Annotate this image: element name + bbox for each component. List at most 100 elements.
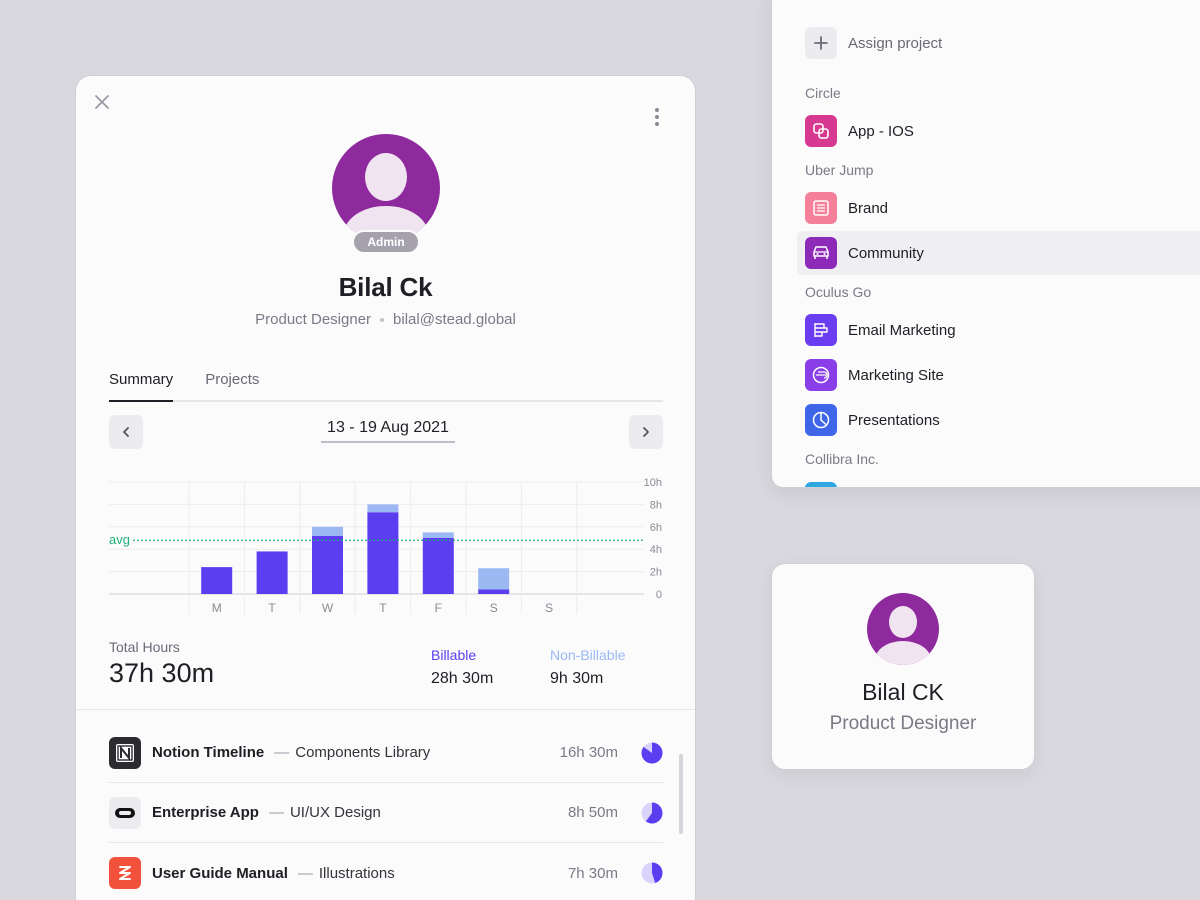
assign-item-brand[interactable]: Brand <box>797 186 1200 230</box>
profile-card: Admin Bilal Ck Product Designer bilal@ste… <box>75 75 696 900</box>
project-separator: — <box>268 804 284 821</box>
more-dot-icon <box>655 122 659 126</box>
plus-icon <box>805 27 837 59</box>
group-label-uber-jump: Uber Jump <box>805 162 874 178</box>
bar-billable <box>201 567 233 594</box>
user-silhouette-icon <box>875 606 931 665</box>
pie-chart-icon <box>805 404 837 436</box>
y-tick-label: 0 <box>656 589 662 601</box>
chart-bars-icon <box>805 314 837 346</box>
mini-profile-card[interactable]: Bilal CK Product Designer <box>771 563 1035 770</box>
close-button[interactable] <box>92 92 112 112</box>
y-tick-label: 4h <box>650 544 662 556</box>
link-icon <box>805 115 837 147</box>
list-icon <box>805 192 837 224</box>
assign-item-label: App - IOS <box>848 122 914 140</box>
project-row[interactable]: User Guide Manual — Illustrations 7h 30m <box>109 843 663 900</box>
y-tick-label: 8h <box>650 499 662 511</box>
bar-non-billable <box>478 568 510 590</box>
previous-week-button[interactable] <box>109 415 143 449</box>
separator-dot <box>380 318 385 323</box>
project-task: UI/UX Design <box>289 804 381 821</box>
user-silhouette-icon <box>344 153 428 242</box>
bar-billable <box>256 551 288 594</box>
project-share-pie-icon <box>641 802 663 823</box>
project-row[interactable]: Enterprise App — UI/UX Design 8h 50m <box>109 783 663 843</box>
billable-label: Billable <box>431 647 477 663</box>
assign-item-email-marketing[interactable]: Email Marketing <box>797 308 1200 352</box>
avatar <box>332 134 440 242</box>
total-hours-label: Total Hours <box>109 639 180 655</box>
project-separator: — <box>297 864 313 882</box>
assign-project-button[interactable]: Assign project <box>805 27 942 59</box>
project-row[interactable]: Notion Timeline — Components Library 16h… <box>109 723 663 783</box>
profile-name: Bilal Ck <box>338 272 433 302</box>
tab-summary[interactable]: Summary <box>109 364 174 402</box>
project-task: Illustrations <box>318 864 395 882</box>
assign-item-app-ios[interactable]: App - IOS <box>797 109 1200 153</box>
role-badge: Admin <box>352 230 420 254</box>
more-dot-icon <box>655 115 659 119</box>
more-dot-icon <box>655 108 659 112</box>
project-hours: 7h 30m <box>567 864 618 882</box>
profile-meta: Product Designer bilal@stead.global <box>76 311 695 328</box>
assign-item-presentations[interactable]: Presentations <box>797 398 1200 442</box>
car-icon <box>805 237 837 269</box>
divider <box>76 709 695 710</box>
project-name: User Guide Manual <box>152 864 288 882</box>
project-name: Enterprise App <box>152 804 259 821</box>
y-tick-label: 2h <box>650 567 662 579</box>
assign-item-label: Presentations <box>848 411 940 429</box>
next-week-button[interactable] <box>629 415 663 449</box>
avatar <box>867 593 939 665</box>
assign-item-label: Marketing Site <box>848 366 944 384</box>
stack-icon <box>109 857 141 889</box>
profile-role: Product Designer <box>255 311 372 328</box>
assign-item-label: Community <box>848 244 924 262</box>
project-list: Notion Timeline — Components Library 16h… <box>109 723 663 900</box>
notion-icon <box>109 736 141 769</box>
assign-project-panel: Assign project Circle App - IOS Uber Jum… <box>771 0 1200 488</box>
project-hours: 8h 50m <box>567 804 618 821</box>
project-hours: 16h 30m <box>559 744 618 761</box>
average-label: avg <box>109 532 130 547</box>
assign-item-marketing-site[interactable]: Marketing Site <box>797 353 1200 397</box>
profile-email[interactable]: bilal@stead.global <box>393 311 516 328</box>
chevron-right-icon <box>643 427 649 437</box>
bar-non-billable <box>312 526 343 536</box>
assign-item-label: Brand <box>848 199 889 217</box>
bar-billable <box>422 538 454 594</box>
x-tick-label: T <box>379 601 387 614</box>
bar-non-billable <box>367 504 399 513</box>
x-tick-label: M <box>212 601 222 614</box>
group-label-circle: Circle <box>805 85 841 101</box>
non-billable-value: 9h 30m <box>550 670 604 687</box>
assign-item-label: Email Marketing <box>848 321 956 339</box>
close-icon <box>95 95 109 109</box>
project-share-pie-icon <box>641 862 663 884</box>
x-tick-label: S <box>490 601 498 614</box>
assign-item-community[interactable]: Community <box>797 231 1200 275</box>
x-tick-label: T <box>268 601 276 614</box>
project-task: Components Library <box>295 744 431 761</box>
date-range-picker[interactable]: 13 - 19 Aug 2021 <box>321 419 455 443</box>
project-separator: — <box>274 744 290 761</box>
non-billable-label: Non-Billable <box>550 647 626 663</box>
bar-non-billable <box>422 532 454 538</box>
collibra-project-icon <box>805 482 837 487</box>
mini-profile-name: Bilal CK <box>862 679 944 705</box>
x-tick-label: F <box>435 601 442 614</box>
tab-bar: Summary Projects <box>109 364 663 402</box>
mini-profile-role: Product Designer <box>829 713 977 734</box>
project-list-scrollbar[interactable] <box>679 754 683 834</box>
tab-projects[interactable]: Projects <box>205 371 260 388</box>
y-tick-label: 10h <box>644 477 662 489</box>
more-options-button[interactable] <box>653 108 661 126</box>
total-hours-value: 37h 30m <box>109 658 215 688</box>
oculus-icon <box>109 796 141 829</box>
bar-billable <box>312 535 343 594</box>
project-name: Notion Timeline <box>152 744 265 761</box>
bar-billable <box>478 589 510 594</box>
chevron-left-icon <box>123 427 129 437</box>
